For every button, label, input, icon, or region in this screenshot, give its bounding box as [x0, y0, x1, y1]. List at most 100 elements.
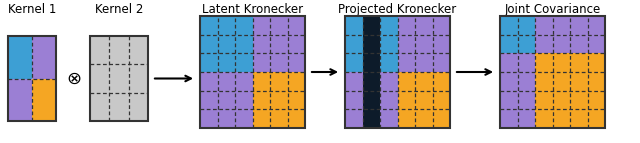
Bar	[500, 16, 518, 35]
Bar	[253, 53, 270, 72]
Bar	[518, 72, 535, 91]
Bar	[90, 36, 148, 121]
Bar	[552, 53, 570, 72]
Bar	[518, 53, 535, 72]
Bar	[8, 36, 56, 121]
Bar	[362, 109, 380, 128]
Bar	[287, 16, 305, 35]
Bar	[345, 16, 362, 35]
Bar	[535, 91, 552, 109]
Bar	[588, 16, 605, 35]
Bar	[518, 91, 535, 109]
Bar	[570, 109, 588, 128]
Bar	[500, 91, 518, 109]
Bar	[270, 35, 287, 53]
Text: $\otimes$: $\otimes$	[67, 69, 82, 88]
Bar	[235, 72, 253, 91]
Bar	[570, 53, 588, 72]
Bar	[235, 109, 253, 128]
Bar	[200, 16, 305, 128]
Bar	[362, 16, 380, 128]
Bar	[253, 35, 270, 53]
Bar	[415, 35, 433, 53]
Text: Latent Kronecker: Latent Kronecker	[202, 3, 303, 16]
Bar	[500, 109, 518, 128]
Bar	[200, 35, 218, 53]
Bar	[415, 72, 433, 91]
Bar	[90, 36, 148, 121]
Bar	[218, 91, 235, 109]
Bar	[535, 16, 552, 35]
Bar	[345, 91, 362, 109]
Bar	[535, 53, 552, 72]
Bar	[287, 91, 305, 109]
Bar	[235, 35, 253, 53]
Bar	[345, 109, 362, 128]
Text: Joint Covariance: Joint Covariance	[504, 3, 600, 16]
Bar	[552, 91, 570, 109]
Bar	[362, 16, 380, 35]
Bar	[218, 35, 235, 53]
Bar	[287, 109, 305, 128]
Bar	[345, 35, 362, 53]
Bar	[415, 109, 433, 128]
Bar	[535, 35, 552, 53]
Bar	[235, 91, 253, 109]
Bar	[433, 91, 450, 109]
Bar	[345, 53, 362, 72]
Bar	[570, 16, 588, 35]
Bar	[397, 91, 415, 109]
Bar	[8, 36, 32, 79]
Bar	[200, 72, 218, 91]
Bar	[200, 53, 218, 72]
Bar	[8, 79, 32, 121]
Bar	[287, 35, 305, 53]
Bar	[500, 72, 518, 91]
Bar	[535, 109, 552, 128]
Bar	[253, 91, 270, 109]
Bar	[345, 16, 450, 128]
Bar	[535, 72, 552, 91]
Bar	[200, 109, 218, 128]
Bar	[380, 35, 397, 53]
Bar	[345, 72, 362, 91]
Bar	[218, 72, 235, 91]
Bar	[362, 35, 380, 53]
Bar	[32, 36, 56, 79]
Bar	[415, 91, 433, 109]
Bar	[518, 16, 535, 35]
Bar	[270, 16, 287, 35]
Bar	[218, 53, 235, 72]
Bar	[500, 53, 518, 72]
Bar	[253, 16, 270, 35]
Bar	[397, 16, 415, 35]
Bar	[552, 16, 570, 35]
Bar	[433, 53, 450, 72]
Bar	[397, 109, 415, 128]
Bar	[552, 72, 570, 91]
Bar	[415, 53, 433, 72]
Bar	[588, 53, 605, 72]
Bar	[32, 79, 56, 121]
Bar	[270, 109, 287, 128]
Bar	[518, 35, 535, 53]
Bar	[397, 53, 415, 72]
Bar	[380, 72, 397, 91]
Text: Kernel 2: Kernel 2	[95, 3, 143, 16]
Bar	[433, 35, 450, 53]
Bar	[380, 53, 397, 72]
Bar	[570, 91, 588, 109]
Bar	[200, 91, 218, 109]
Bar	[253, 72, 270, 91]
Bar	[588, 35, 605, 53]
Bar	[218, 16, 235, 35]
Text: Projected Kronecker: Projected Kronecker	[339, 3, 456, 16]
Bar	[552, 109, 570, 128]
Bar	[380, 109, 397, 128]
Bar	[588, 72, 605, 91]
Bar	[380, 16, 397, 35]
Bar	[397, 35, 415, 53]
Bar	[287, 53, 305, 72]
Bar	[200, 16, 218, 35]
Bar	[518, 109, 535, 128]
